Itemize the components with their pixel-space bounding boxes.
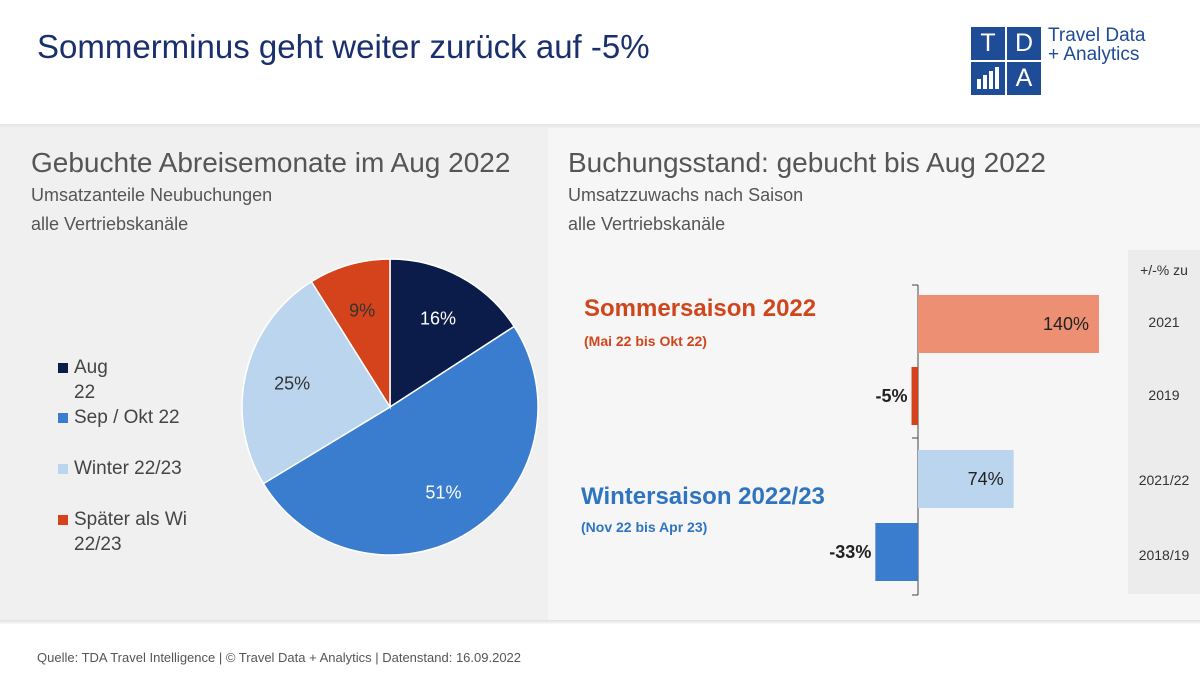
- header: Sommerminus geht weiter zurück auf -5% T…: [0, 0, 1200, 126]
- summer-season-title: Sommersaison 2022: [584, 295, 817, 322]
- logo-letter-d: D: [1014, 29, 1034, 57]
- pie-data-label: 51%: [425, 482, 461, 502]
- pie-data-label: 16%: [420, 309, 456, 329]
- left-panel-title: Gebuchte Abreisemonate im Aug 2022: [31, 147, 511, 178]
- left-panel-subtitle1: Umsatzanteile Neubuchungen: [31, 185, 273, 205]
- bar-data-label: 140%: [1043, 314, 1089, 334]
- legend-label: Winter 22/23: [74, 458, 182, 479]
- bar-data-label: -33%: [829, 542, 871, 562]
- right-panel: [548, 128, 1200, 620]
- winter-season-range: (Nov 22 bis Apr 23): [581, 519, 708, 535]
- logo-text-line1: Travel Data: [1048, 25, 1146, 46]
- comparison-table: [1128, 250, 1200, 594]
- summer-season-range: (Mai 22 bis Okt 22): [584, 333, 707, 349]
- logo-text: Travel Data + Analytics: [1048, 26, 1146, 64]
- bar: [875, 523, 918, 581]
- logo-text-line2: + Analytics: [1048, 44, 1140, 65]
- bar-data-label: -5%: [876, 386, 908, 406]
- logo-letter-a: A: [1015, 64, 1033, 92]
- bar-chart-icon: [971, 62, 1005, 95]
- legend-swatch: [58, 363, 68, 373]
- pie-chart: 16% 51% 25% 9%: [241, 258, 539, 556]
- bar-data-label: 74%: [968, 469, 1004, 489]
- right-panel-subtitle2: alle Vertriebskanäle: [568, 214, 726, 234]
- legend-swatch: [58, 464, 68, 474]
- bar-chart: 140% -5% 74% -33%: [829, 284, 1099, 596]
- footer-source: Quelle: TDA Travel Intelligence | © Trav…: [37, 650, 522, 665]
- left-panel-subtitle2: alle Vertriebskanäle: [31, 214, 189, 234]
- legend-label: Sep / Okt 22: [74, 407, 180, 428]
- pie-slice: [389, 258, 516, 409]
- pie-data-label: 9%: [349, 300, 375, 320]
- bar: [911, 367, 918, 425]
- bar: [918, 450, 1014, 508]
- table-cell: 2021/22: [1138, 472, 1190, 488]
- legend-swatch: [58, 413, 68, 423]
- page-title: Sommerminus geht weiter zurück auf -5%: [37, 28, 650, 65]
- right-panel-title: Buchungsstand: gebucht bis Aug 2022: [568, 147, 1046, 178]
- header-divider: [0, 124, 1200, 128]
- legend-swatch: [58, 515, 68, 525]
- pie-slice: [310, 258, 391, 410]
- legend-label: Aug 22: [74, 357, 108, 403]
- table-cell: 2021: [1148, 314, 1180, 330]
- table-header: +/-% zu: [1140, 262, 1188, 278]
- table-cell: 2018/19: [1138, 547, 1190, 563]
- tda-logo: T D A: [971, 27, 1041, 95]
- table-cell: 2019: [1148, 387, 1180, 403]
- logo-letter-t: T: [980, 29, 996, 57]
- pie-slice: [241, 280, 392, 485]
- bottom-divider: [0, 620, 1200, 624]
- pie-slice: [262, 325, 539, 556]
- bar: [918, 295, 1099, 353]
- right-panel-subtitle1: Umsatzzuwachs nach Saison: [568, 185, 804, 205]
- winter-season-title: Wintersaison 2022/23: [581, 483, 825, 510]
- pie-data-label: 25%: [274, 374, 310, 394]
- legend-label: Später als Wi 22/23: [74, 509, 187, 555]
